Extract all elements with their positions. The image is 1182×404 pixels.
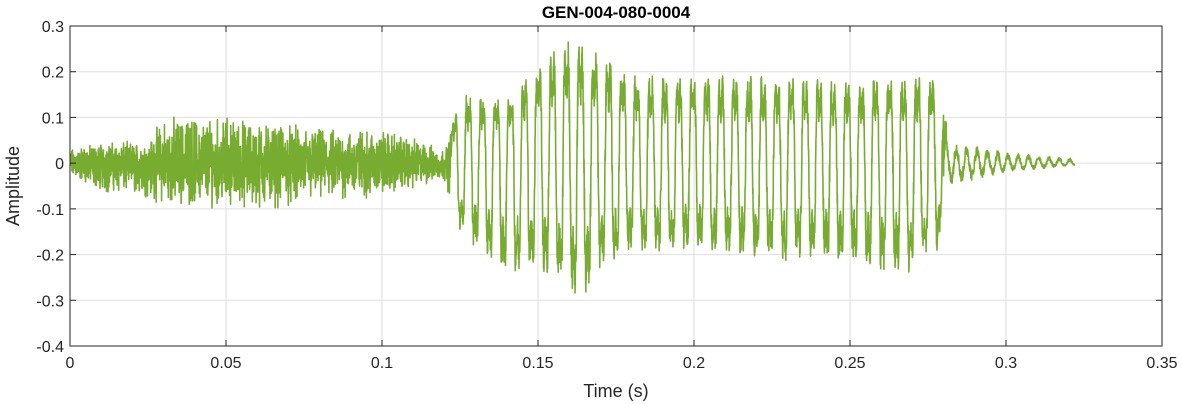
y-axis-label: Amplitude — [3, 146, 23, 226]
x-tick-label: 0.35 — [1146, 355, 1177, 372]
y-tick-label: -0.1 — [36, 202, 64, 219]
y-tick-label: -0.2 — [36, 248, 64, 265]
x-tick-label: 0.2 — [683, 355, 705, 372]
y-tick-label: 0.2 — [42, 65, 64, 82]
x-tick-label: 0.1 — [371, 355, 393, 372]
y-tick-label: 0.3 — [42, 19, 64, 36]
x-tick-label: 0 — [66, 355, 75, 372]
y-tick-label: 0 — [55, 156, 64, 173]
x-tick-label: 0.15 — [522, 355, 553, 372]
x-tick-labels: 0 0.05 0.1 0.15 0.2 0.25 0.3 0.35 — [66, 355, 1178, 372]
axes-frame — [69, 25, 1163, 347]
x-axis-label: Time (s) — [583, 381, 648, 401]
plot-area — [70, 41, 1076, 294]
y-tick-labels: -0.4 -0.3 -0.2 -0.1 0 0.1 0.2 0.3 — [36, 19, 64, 356]
y-tick-label: 0.1 — [42, 110, 64, 127]
y-tick-label: -0.3 — [36, 293, 64, 310]
x-tick-label: 0.3 — [995, 355, 1017, 372]
x-tick-label: 0.05 — [210, 355, 241, 372]
y-tick-label: -0.4 — [36, 339, 64, 356]
chart-title: GEN-004-080-0004 — [542, 3, 691, 22]
series-line — [70, 41, 1076, 294]
axis-ticks — [69, 25, 1163, 347]
x-tick-label: 0.25 — [834, 355, 865, 372]
